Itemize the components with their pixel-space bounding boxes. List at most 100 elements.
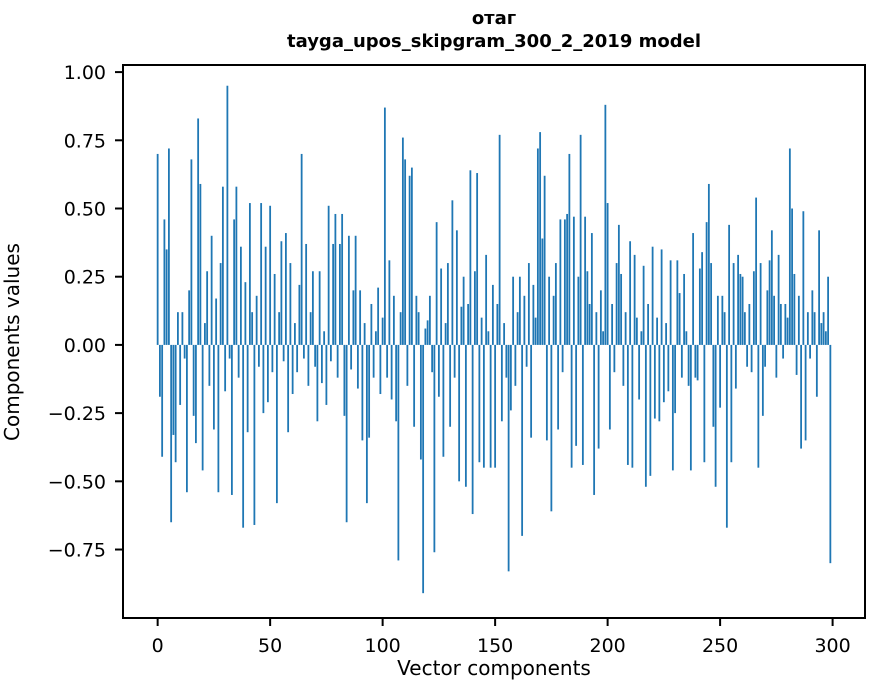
bar <box>784 303 787 345</box>
y-tick-label: −0.25 <box>48 403 106 425</box>
bar <box>287 344 290 433</box>
bar <box>334 213 337 345</box>
y-tick-label: 0.75 <box>64 130 106 152</box>
bar <box>624 312 627 345</box>
bar <box>764 344 767 367</box>
bar <box>197 118 200 345</box>
bar <box>809 344 811 359</box>
bar <box>494 344 497 468</box>
bar <box>269 205 272 345</box>
bar <box>710 263 713 345</box>
bar <box>183 344 186 359</box>
bar <box>159 344 161 397</box>
bar <box>786 317 789 345</box>
bar <box>489 344 492 468</box>
bar <box>503 323 506 345</box>
bar <box>473 271 476 345</box>
bar <box>469 170 472 345</box>
bar <box>660 249 663 345</box>
x-tick-label: 300 <box>814 635 850 657</box>
bar <box>395 344 398 422</box>
bar <box>451 200 454 345</box>
bar <box>674 344 677 414</box>
bar <box>244 282 247 345</box>
bar <box>829 344 832 564</box>
bar <box>188 290 191 345</box>
bar <box>793 273 796 345</box>
bar <box>309 312 312 345</box>
bar <box>318 271 321 345</box>
bar <box>374 331 377 345</box>
x-tick-label: 150 <box>477 635 513 657</box>
bar <box>797 295 800 345</box>
bar <box>620 273 623 345</box>
bar <box>683 273 686 345</box>
bar <box>377 287 380 345</box>
bar <box>163 219 166 345</box>
bar <box>195 344 197 444</box>
bar <box>278 312 281 345</box>
bar <box>460 306 463 345</box>
bar <box>485 254 488 345</box>
bar <box>179 344 182 405</box>
bar <box>608 344 611 430</box>
bar <box>500 344 503 422</box>
bar <box>568 153 571 345</box>
bar <box>480 317 483 345</box>
bar <box>487 331 490 345</box>
bar <box>181 312 184 345</box>
bar <box>323 331 326 345</box>
bar <box>588 303 591 345</box>
bar <box>707 183 710 345</box>
bar <box>356 344 359 389</box>
bar <box>210 235 213 345</box>
bar <box>275 344 278 504</box>
bar <box>739 273 742 345</box>
bar <box>723 312 726 345</box>
bar <box>226 85 229 345</box>
y-tick-label: 0.25 <box>64 267 106 289</box>
y-tick-label: 0.00 <box>64 335 106 357</box>
bar <box>172 344 175 435</box>
bar <box>228 344 231 359</box>
bar <box>658 344 661 422</box>
bar <box>579 134 582 345</box>
bar <box>761 344 764 416</box>
y-tick-label: −0.50 <box>48 471 106 493</box>
bar <box>581 344 584 465</box>
bar <box>611 303 614 345</box>
bar <box>280 241 283 345</box>
bar <box>455 230 458 345</box>
bar <box>336 344 339 378</box>
y-axis-label: Components values <box>0 243 24 441</box>
bar <box>170 344 173 523</box>
bar <box>359 290 362 345</box>
bar <box>302 344 305 359</box>
bar <box>177 312 179 345</box>
bar <box>320 344 323 384</box>
y-tick-label: −0.75 <box>48 540 106 562</box>
bar <box>737 254 740 345</box>
bar <box>638 344 641 400</box>
bar <box>186 344 188 493</box>
bar <box>498 134 501 345</box>
bar <box>791 208 793 345</box>
x-tick-label: 100 <box>364 635 400 657</box>
bar <box>705 222 708 345</box>
bar <box>633 254 636 345</box>
bar <box>168 148 170 345</box>
bar <box>444 323 447 345</box>
bar <box>271 344 274 373</box>
bar <box>316 344 319 422</box>
bar <box>575 344 578 446</box>
bar <box>471 344 474 515</box>
bar <box>255 295 258 345</box>
bar <box>766 290 769 345</box>
bar <box>512 276 515 345</box>
bar <box>703 344 706 463</box>
bar <box>291 344 294 395</box>
bar <box>248 203 251 345</box>
bar <box>755 197 758 345</box>
